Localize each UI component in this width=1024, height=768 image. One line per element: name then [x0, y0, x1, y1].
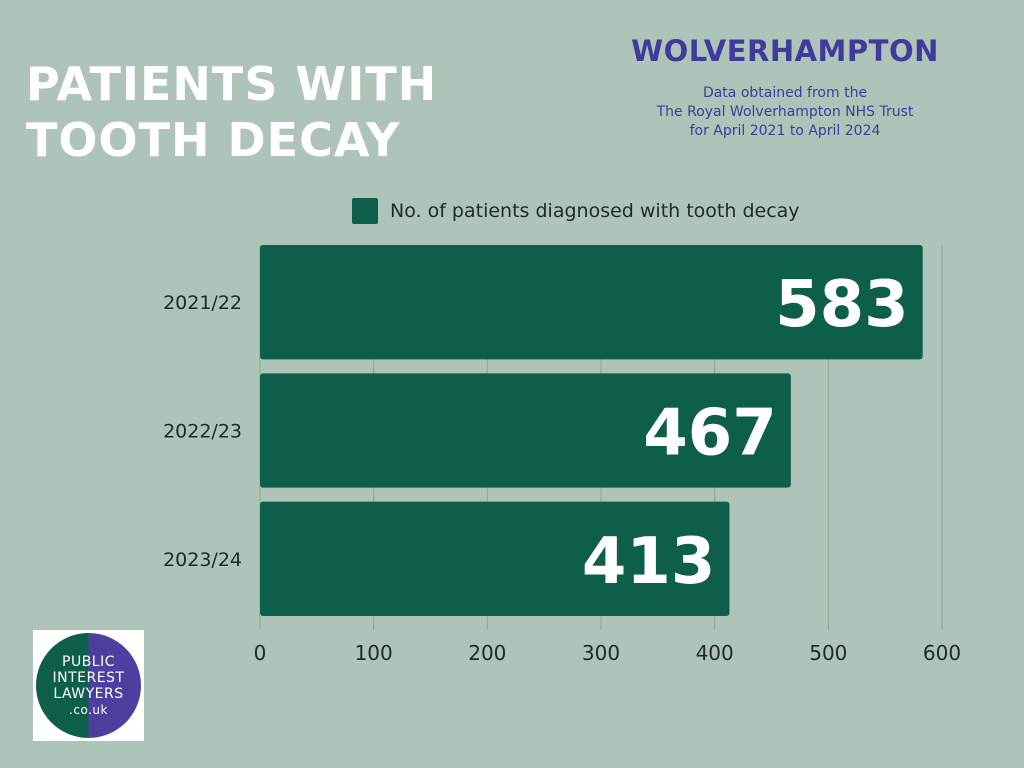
source-line-3: for April 2021 to April 2024	[689, 123, 881, 139]
chart-legend: No. of patients diagnosed with tooth dec…	[352, 198, 800, 224]
logo-text-line-1: PUBLIC	[62, 653, 115, 670]
x-tick-label-300: 300	[582, 641, 620, 665]
logo-circle: PUBLIC INTEREST LAWYERS .co.uk	[36, 633, 141, 738]
data-source-note: Data obtained from the The Royal Wolverh…	[600, 84, 970, 141]
x-tick-label-400: 400	[696, 641, 734, 665]
legend-label: No. of patients diagnosed with tooth dec…	[390, 200, 800, 222]
logo-text-line-3: LAWYERS	[53, 685, 124, 702]
source-line-1: Data obtained from the	[702, 85, 868, 101]
y-category-label-2021-22: 2021/22	[163, 292, 242, 314]
bar-value-label-2021-22: 583	[775, 268, 909, 342]
x-tick-label-500: 500	[809, 641, 847, 665]
y-category-label-2022-23: 2022/23	[163, 421, 242, 443]
bar-2023-24	[260, 501, 730, 616]
chart-title: PATIENTS WITH TOOTH DECAY	[26, 56, 437, 168]
bar-2022-23	[260, 373, 791, 488]
source-line-2: The Royal Wolverhampton NHS Trust	[656, 104, 914, 120]
x-tick-label-100: 100	[355, 641, 393, 665]
x-tick-label-0: 0	[254, 641, 267, 665]
legend-swatch	[352, 198, 378, 224]
logo-text-line-2: INTEREST	[52, 669, 125, 686]
chart-title-line-1: PATIENTS WITH	[26, 57, 438, 111]
bar-2021-22	[260, 245, 923, 360]
y-category-label-2023-24: 2023/24	[163, 549, 242, 571]
bar-value-label-2022-23: 467	[643, 397, 777, 471]
chart-title-line-2: TOOTH DECAY	[26, 113, 401, 167]
x-tick-label-600: 600	[923, 641, 961, 665]
logo-text-line-4: .co.uk	[69, 702, 108, 717]
x-tick-label-200: 200	[468, 641, 506, 665]
bar-value-label-2023-24: 413	[582, 525, 716, 599]
public-interest-lawyers-logo: PUBLIC INTEREST LAWYERS .co.uk	[33, 630, 144, 741]
region-heading: WOLVERHAMPTON	[631, 34, 939, 68]
